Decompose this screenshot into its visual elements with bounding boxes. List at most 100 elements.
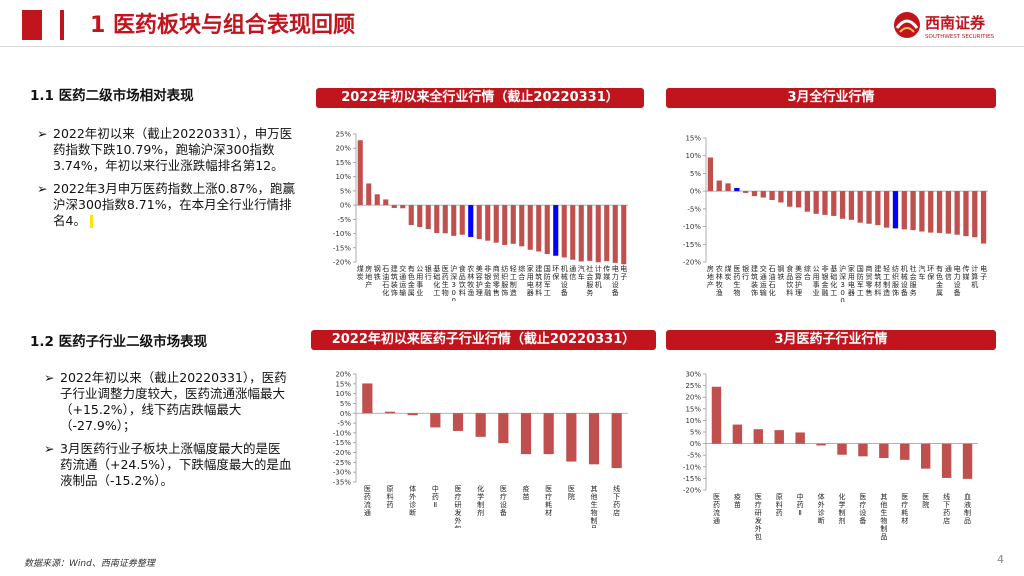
bar-医疗设备 xyxy=(498,413,509,444)
x-category-label: 沪深 3 0 0 xyxy=(839,264,846,302)
bar-交通运输 xyxy=(400,205,406,209)
x-category-label: 钢铁 xyxy=(777,264,784,281)
x-category-label: 医疗研发外包 xyxy=(455,485,462,528)
bullet-text: 2022年初以来（截止20220331），医药子行业调整力度较大，医药流通涨幅最… xyxy=(60,370,287,433)
bullet-arrow-icon: ➢ xyxy=(37,126,48,141)
x-category-label: 建筑装饰 xyxy=(391,264,398,297)
section2-bullet: ➢ 3月医药行业子板块上涨幅度最大的是医药流通（+24.5%），下跌幅度最大的是血… xyxy=(44,441,292,489)
x-category-label: 非银金融 xyxy=(821,264,828,297)
y-tick-label: -15% xyxy=(333,244,351,252)
y-tick-label: -15% xyxy=(683,475,701,483)
bar-房地产 xyxy=(366,183,372,206)
bar-沪深300 xyxy=(839,191,846,219)
y-tick-label: -30% xyxy=(333,469,351,477)
x-category-label: 美容护理 xyxy=(795,264,802,297)
x-category-label: 化学制剂 xyxy=(477,484,484,517)
x-category-label: 原料药 xyxy=(387,485,394,509)
bar-钢铁 xyxy=(778,191,784,203)
x-category-label: 中药 Ⅱ xyxy=(432,484,439,509)
company-logo: 西南证券 SOUTHWEST SECURITIES xyxy=(892,8,1000,42)
page-number: 4 xyxy=(997,553,1004,566)
logo-icon: 西南证券 SOUTHWEST SECURITIES xyxy=(894,12,995,40)
bar-商贸零售 xyxy=(493,205,499,243)
x-category-label: 计算机 xyxy=(595,264,602,289)
bar-体外诊断 xyxy=(407,413,418,416)
chart-subsector-march: 30% 25% 20% 15% 10% 5% 0% -5% -10% -15% -20% 医药流通 疫苗… xyxy=(683,371,978,541)
y-tick-label: -5% xyxy=(337,420,351,428)
y-tick-label: 25% xyxy=(335,131,351,139)
bar-医院 xyxy=(566,413,577,462)
bar-轻工制造 xyxy=(884,191,890,228)
bar-化学制剂 xyxy=(837,443,847,455)
bar-医药生物 xyxy=(442,205,448,234)
x-category-label: 房地产 xyxy=(365,264,372,289)
bullet-text: 2022年初以来（截止20220331），申万医药指数下跌10.79%，跑输沪深… xyxy=(53,126,293,173)
x-category-label: 银行 xyxy=(425,264,432,281)
y-tick-label: -20% xyxy=(683,487,701,495)
x-category-label: 医疗设备 xyxy=(500,485,507,517)
y-tick-label: -15% xyxy=(683,241,701,249)
bar-美容护理 xyxy=(476,205,482,239)
x-category-label: 石油石化 xyxy=(382,265,389,297)
x-category-label: 机械设备 xyxy=(561,264,568,297)
bar-国防军工 xyxy=(544,205,550,255)
y-tick-label: 15% xyxy=(685,135,701,143)
bar-综合 xyxy=(519,205,525,247)
y-tick-label: 15% xyxy=(335,159,351,167)
x-category-label: 社会服务 xyxy=(586,264,593,297)
bar-疫苗 xyxy=(732,424,743,444)
bar-医药流通 xyxy=(362,383,373,414)
x-category-label: 食品饮料 xyxy=(786,264,793,297)
data-source: 数据来源：Wind、西南证券整理 xyxy=(24,559,155,569)
bar-医疗研发外包 xyxy=(753,429,764,444)
bar-医药生物 xyxy=(734,187,740,192)
x-category-label: 其他生物制品 xyxy=(591,485,598,528)
x-category-label: 公用事业 xyxy=(813,265,820,297)
y-tick-label: 10% xyxy=(335,390,351,398)
bar-有色金属 xyxy=(936,191,943,233)
x-category-label: 体外诊断 xyxy=(409,484,416,517)
x-category-label: 医院 xyxy=(922,493,929,509)
x-category-label: 医疗设备 xyxy=(859,493,866,525)
bar-纺织服饰 xyxy=(502,205,508,245)
section1-bullets: ➢ 2022年初以来（截止20220331），申万医药指数下跌10.79%，跑输沪… xyxy=(37,126,295,236)
bar-建筑材料 xyxy=(536,205,542,252)
bullet-text: 3月医药行业子板块上涨幅度最大的是医药流通（+24.5%），下跌幅度最大的是血液… xyxy=(60,441,292,488)
x-category-label: 医药生物 xyxy=(442,265,449,297)
bar-其他生物制品 xyxy=(879,443,889,458)
x-category-label: 电力设备 xyxy=(954,264,961,297)
title-divider xyxy=(60,10,64,40)
chart-industry-ytd: 25% 20% 15% 10% 5% 0% -5% -10% -15% -20% 煤炭房地产钢铁石油… xyxy=(333,131,628,301)
bar-医疗耗材 xyxy=(543,413,554,455)
y-tick-label: -10% xyxy=(683,223,701,231)
bar-食品饮料 xyxy=(787,191,793,207)
chart3-title: 2022年初以来医药子行业行情（截止20220331） xyxy=(311,330,656,350)
bar-非银金融 xyxy=(485,205,491,241)
x-category-label: 疫苗 xyxy=(523,484,530,501)
y-tick-label: -10% xyxy=(683,463,701,471)
y-tick-label: -10% xyxy=(333,429,351,437)
x-category-label: 通信 xyxy=(945,264,952,281)
bar-电子 xyxy=(621,205,627,265)
x-category-label: 建筑装饰 xyxy=(751,264,758,297)
y-tick-label: -5% xyxy=(687,452,701,460)
x-category-label: 线下药店 xyxy=(943,492,950,525)
x-category-label: 商贸零售 xyxy=(493,264,500,297)
y-tick-label: -35% xyxy=(333,479,351,487)
bar-国防军工 xyxy=(857,191,863,223)
bar-社会服务 xyxy=(910,191,916,231)
x-category-label: 线下药店 xyxy=(613,484,620,517)
y-tick-label: -5% xyxy=(337,216,351,224)
x-category-label: 国防军工 xyxy=(857,265,864,297)
y-tick-label: 20% xyxy=(335,371,351,379)
x-category-label: 汽车 xyxy=(578,264,585,281)
x-category-label: 传媒 xyxy=(962,264,969,281)
x-category-label: 纺织服饰 xyxy=(892,264,899,297)
bar-电子 xyxy=(980,191,987,244)
y-tick-label: 0% xyxy=(690,188,701,196)
x-category-label: 银行 xyxy=(742,264,749,281)
section2-bullet: ➢ 2022年初以来（截止20220331），医药子行业调整力度较大，医药流通涨幅… xyxy=(44,370,292,434)
y-tick-label: 15% xyxy=(335,380,351,388)
bar-通信 xyxy=(570,205,576,260)
x-category-label: 疫苗 xyxy=(734,492,741,509)
